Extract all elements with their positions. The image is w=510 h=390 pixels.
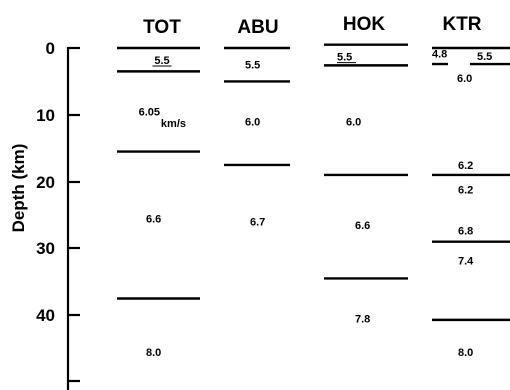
abu-velocity-label: 6.7: [250, 217, 265, 229]
ktr-velocity-label: 6.0: [457, 73, 472, 85]
hok-velocity-label: 7.8: [355, 314, 370, 326]
station-name-ktr: KTR: [442, 14, 481, 35]
depth-tick-label: 30: [36, 239, 55, 258]
tot-velocity-label: 8.0: [146, 347, 161, 359]
ktr-velocity-label: 7.4: [458, 255, 474, 267]
hok-velocity-label: 5.5: [337, 52, 352, 64]
ktr-velocity-label: 6.2: [458, 160, 473, 172]
ktr-velocity-label: 6.8: [458, 225, 473, 237]
station-name-abu: ABU: [237, 17, 278, 38]
tot-velocity-label: 5.5: [154, 55, 169, 67]
ktr-velocity-label: 6.2: [458, 185, 473, 197]
depth-tick-label: 40: [36, 306, 55, 325]
depth-tick-label: 20: [36, 173, 55, 192]
depth-axis: 0 10 20 30 40 Depth (km): [9, 39, 80, 390]
hok-velocity-label: 6.0: [346, 116, 361, 128]
abu-velocity-label: 5.5: [245, 60, 260, 72]
depth-tick-label: 0: [46, 39, 55, 58]
abu-velocity-label: 6.0: [245, 116, 260, 128]
tot-velocity-label: km/s: [161, 118, 186, 130]
station-headers: TOT ABU HOK KTR: [143, 14, 482, 38]
depth-axis-label: Depth (km): [9, 144, 28, 233]
hok-velocity-label: 6.6: [355, 220, 370, 232]
ktr-velocity-label: 4.8: [432, 48, 447, 60]
tot-velocity-label: 6.6: [146, 213, 161, 225]
ktr-velocity-label: 5.5: [477, 51, 492, 63]
ktr-velocity-label: 8.0: [458, 347, 473, 359]
station-name-hok: HOK: [343, 14, 386, 35]
depth-tick-label: 10: [36, 106, 55, 125]
tot-velocity-label: 6.05: [139, 106, 160, 118]
station-name-tot: TOT: [143, 17, 181, 38]
